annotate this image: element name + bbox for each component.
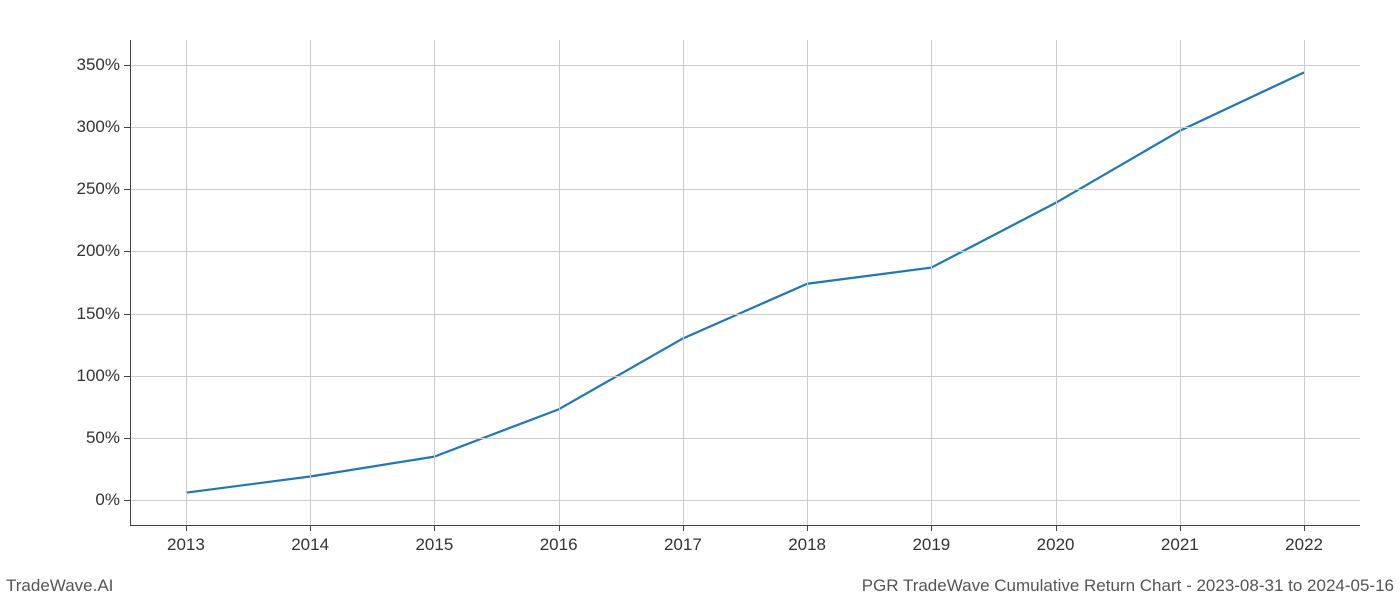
grid-line-vertical [1304, 40, 1305, 525]
y-tick-label: 200% [70, 241, 120, 261]
chart-container: TradeWave.AI PGR TradeWave Cumulative Re… [0, 0, 1400, 600]
grid-line-horizontal [130, 251, 1360, 252]
grid-line-vertical [559, 40, 560, 525]
grid-line-vertical [1056, 40, 1057, 525]
y-tick-label: 100% [70, 366, 120, 386]
x-tick-label: 2017 [664, 535, 702, 555]
cumulative-return-line [186, 72, 1304, 492]
x-tick-label: 2019 [912, 535, 950, 555]
y-tick-label: 300% [70, 117, 120, 137]
x-tick-label: 2013 [167, 535, 205, 555]
grid-line-vertical [310, 40, 311, 525]
y-tick-label: 350% [70, 55, 120, 75]
grid-line-horizontal [130, 65, 1360, 66]
grid-line-horizontal [130, 127, 1360, 128]
x-tick-label: 2016 [540, 535, 578, 555]
footer-caption: PGR TradeWave Cumulative Return Chart - … [862, 576, 1394, 596]
grid-line-vertical [434, 40, 435, 525]
y-axis-spine [130, 40, 131, 525]
x-axis-spine [130, 525, 1360, 526]
y-tick-label: 0% [70, 490, 120, 510]
grid-line-horizontal [130, 314, 1360, 315]
x-tick-label: 2014 [291, 535, 329, 555]
grid-line-horizontal [130, 500, 1360, 501]
x-tick-label: 2020 [1037, 535, 1075, 555]
x-tick-label: 2021 [1161, 535, 1199, 555]
grid-line-horizontal [130, 189, 1360, 190]
y-tick-label: 250% [70, 179, 120, 199]
x-tick-label: 2018 [788, 535, 826, 555]
grid-line-vertical [931, 40, 932, 525]
line-series [130, 40, 1360, 525]
grid-line-horizontal [130, 438, 1360, 439]
x-tick-label: 2022 [1285, 535, 1323, 555]
grid-line-vertical [683, 40, 684, 525]
plot-area [130, 40, 1360, 525]
y-tick-label: 150% [70, 304, 120, 324]
x-tick-label: 2015 [415, 535, 453, 555]
grid-line-horizontal [130, 376, 1360, 377]
grid-line-vertical [1180, 40, 1181, 525]
grid-line-vertical [186, 40, 187, 525]
footer-branding: TradeWave.AI [6, 576, 113, 596]
grid-line-vertical [807, 40, 808, 525]
y-tick-label: 50% [70, 428, 120, 448]
